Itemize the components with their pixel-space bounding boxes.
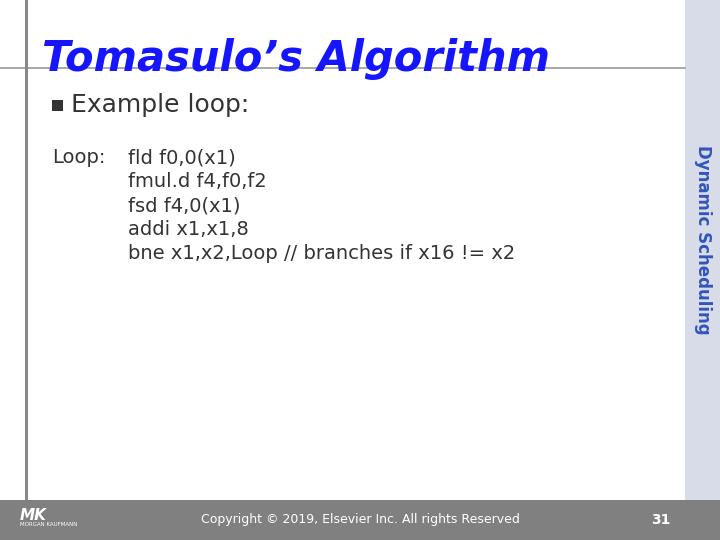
Text: fld f0,0(x1): fld f0,0(x1) [128,148,235,167]
Bar [685,0,720,500]
Bar [0,500,720,540]
Text: Loop:: Loop: [52,148,105,167]
Text: MK: MK [20,509,47,523]
Text: addi x1,x1,8: addi x1,x1,8 [128,220,248,239]
Text: MORGAN KAUFMANN: MORGAN KAUFMANN [20,523,77,528]
Bar [52,99,63,111]
Text: Tomasulo’s Algorithm: Tomasulo’s Algorithm [42,38,550,80]
Text: fsd f4,0(x1): fsd f4,0(x1) [128,196,240,215]
Text: Copyright © 2019, Elsevier Inc. All rights Reserved: Copyright © 2019, Elsevier Inc. All righ… [201,514,519,526]
Bar [25,0,28,500]
Text: fmul.d f4,f0,f2: fmul.d f4,f0,f2 [128,172,266,191]
Text: Example loop:: Example loop: [71,93,249,117]
Text: bne x1,x2,Loop // branches if x16 != x2: bne x1,x2,Loop // branches if x16 != x2 [128,244,516,263]
Text: Dynamic Scheduling: Dynamic Scheduling [693,145,711,335]
Text: 31: 31 [651,513,670,527]
